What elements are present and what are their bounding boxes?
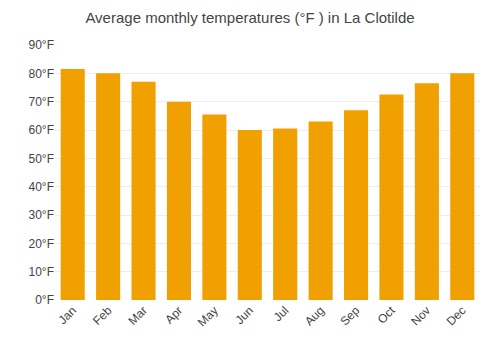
- svg-text:60°F: 60°F: [29, 123, 54, 137]
- svg-text:Mar: Mar: [125, 303, 150, 328]
- svg-text:70°F: 70°F: [29, 95, 54, 109]
- svg-text:50°F: 50°F: [29, 152, 54, 166]
- svg-text:40°F: 40°F: [29, 180, 54, 194]
- svg-text:May: May: [195, 303, 221, 329]
- svg-text:0°F: 0°F: [35, 293, 54, 307]
- svg-text:10°F: 10°F: [29, 265, 54, 279]
- svg-text:Aug: Aug: [302, 303, 327, 328]
- svg-text:Oct: Oct: [375, 303, 399, 327]
- svg-text:Jan: Jan: [55, 303, 79, 327]
- svg-text:30°F: 30°F: [29, 208, 54, 222]
- svg-text:80°F: 80°F: [29, 67, 54, 81]
- svg-text:Nov: Nov: [408, 303, 433, 328]
- svg-text:Sep: Sep: [337, 303, 362, 328]
- svg-text:90°F: 90°F: [29, 38, 54, 52]
- svg-text:Jul: Jul: [271, 303, 292, 324]
- svg-text:Feb: Feb: [90, 303, 115, 328]
- svg-text:Jun: Jun: [233, 303, 257, 327]
- svg-text:Dec: Dec: [444, 303, 469, 328]
- svg-text:Average monthly temperatures (: Average monthly temperatures (°F ) in La…: [85, 9, 414, 26]
- svg-text:Apr: Apr: [162, 303, 185, 326]
- svg-text:20°F: 20°F: [29, 237, 54, 251]
